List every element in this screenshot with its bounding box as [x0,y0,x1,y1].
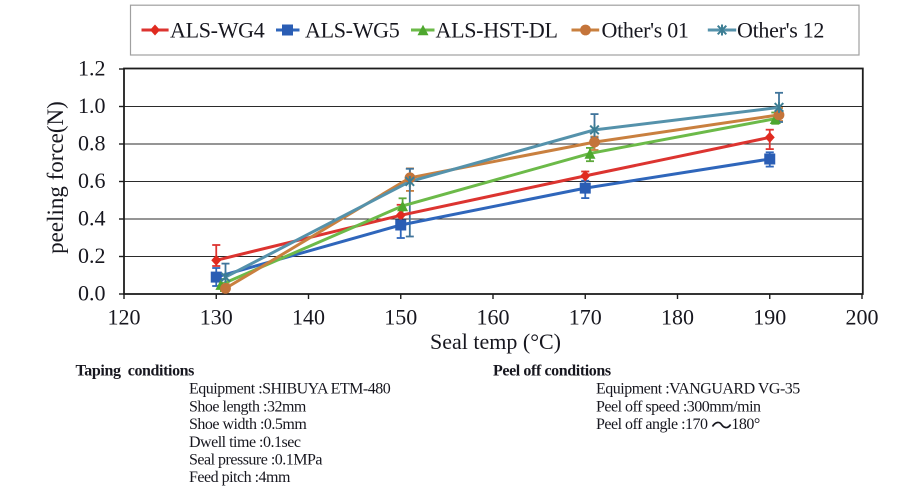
svg-text:0.6: 0.6 [78,168,106,193]
svg-text:ALS-WG4: ALS-WG4 [170,18,265,43]
svg-text:Seal pressure :0.1MPa: Seal pressure :0.1MPa [189,452,322,469]
svg-text:Equipment :VANGUARD VG-35: Equipment :VANGUARD VG-35 [596,381,800,398]
svg-text:Shoe length :32mm: Shoe length :32mm [189,398,307,415]
svg-text:0.2: 0.2 [78,243,106,268]
svg-text:1.0: 1.0 [78,93,106,118]
svg-text:150: 150 [384,305,417,330]
svg-text:0.8: 0.8 [78,130,106,155]
svg-text:Shoe width :0.5mm: Shoe width :0.5mm [189,416,307,433]
svg-text:130: 130 [200,305,233,330]
svg-text:190: 190 [753,305,786,330]
svg-text:Peel off speed :300mm/min: Peel off speed :300mm/min [596,398,761,415]
svg-text:0.4: 0.4 [78,205,106,230]
svg-text:Dwell time :0.1sec: Dwell time :0.1sec [189,434,301,451]
svg-text:200: 200 [846,305,879,330]
svg-text:Peel off angle :170: Peel off angle :170 [596,416,708,433]
svg-text:ALS-WG5: ALS-WG5 [305,18,400,43]
svg-text:120: 120 [108,305,141,330]
svg-text:Seal temp (°C): Seal temp (°C) [430,329,561,354]
svg-text:140: 140 [292,305,325,330]
svg-text:0.0: 0.0 [78,280,106,305]
svg-text:180°: 180° [731,416,760,433]
svg-text:peeling force(N): peeling force(N) [43,101,68,254]
svg-text:1.2: 1.2 [78,55,106,80]
svg-text:180: 180 [661,305,694,330]
svg-text:Feed pitch :4mm: Feed pitch :4mm [189,469,291,486]
svg-text:Equipment :SHIBUYA ETM-480: Equipment :SHIBUYA ETM-480 [189,381,391,398]
svg-text:Peel off conditions: Peel off conditions [493,363,611,380]
svg-text:Taping conditions: Taping conditions [76,363,195,380]
svg-text:Other's 12: Other's 12 [737,18,824,43]
svg-text:170: 170 [569,305,602,330]
svg-text:ALS-HST-DL: ALS-HST-DL [436,18,558,43]
svg-text:Other's 01: Other's 01 [602,18,689,43]
svg-text:160: 160 [477,305,510,330]
